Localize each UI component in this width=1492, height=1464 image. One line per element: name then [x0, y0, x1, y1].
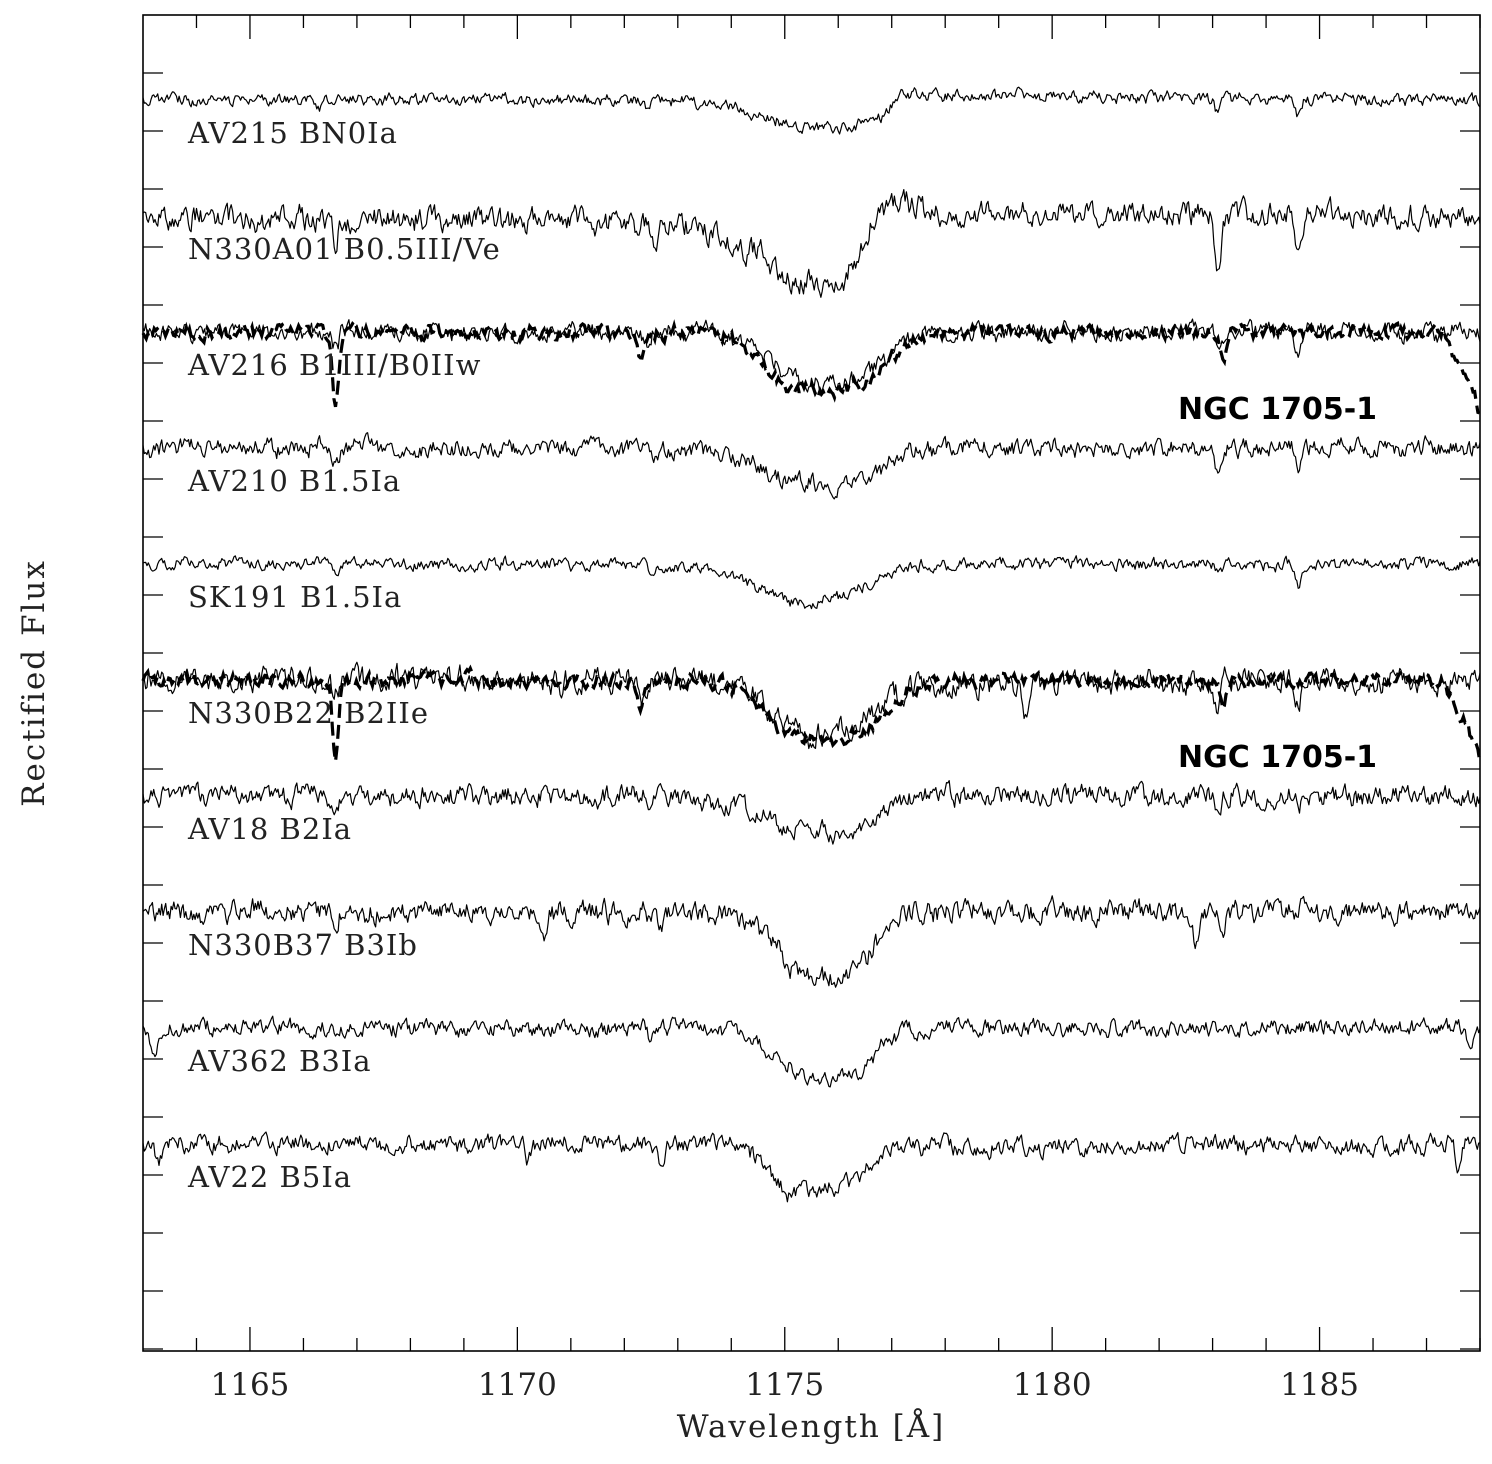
spectrum-line	[142, 86, 1481, 135]
x-axis-title: Wavelength [Å]	[677, 1407, 945, 1445]
y-axis-title: Rectified Flux	[16, 559, 52, 807]
spectra-lines	[142, 86, 1481, 1203]
spectrum-label: N330A01 B0.5III/Ve	[188, 232, 501, 266]
spectrum-line	[142, 555, 1481, 610]
spectrum-label: SK191 B1.5Ia	[188, 580, 402, 614]
spectrum-line	[142, 318, 1481, 397]
spectrum-line	[142, 189, 1481, 298]
spectrum-line	[142, 895, 1481, 988]
x-tick-labels: 1165 1170 1175 1180 1185	[211, 1367, 1360, 1403]
spectrum-label: AV215 BN0Ia	[187, 116, 398, 150]
ngc-spectrum-line	[141, 664, 1482, 762]
spectrum-line	[142, 1015, 1481, 1088]
axis-ticks	[143, 15, 1481, 1351]
spectrum-label: N330B37 B3Ib	[188, 928, 418, 962]
x-tick-label: 1180	[1013, 1367, 1092, 1403]
plot-frame	[142, 14, 1481, 1352]
spectrum-line	[142, 1131, 1481, 1203]
x-tick-label: 1175	[745, 1367, 824, 1403]
spectrum-label: AV210 B1.5Ia	[187, 464, 401, 498]
ngc-label: NGC 1705-1	[1178, 392, 1377, 427]
ngc-label: NGC 1705-1	[1178, 740, 1377, 775]
spectrum-label: AV216 B1III/B0IIw	[187, 348, 481, 382]
spectrum-label: N330B22 B2IIe	[188, 696, 429, 730]
spectrum-line	[142, 432, 1481, 500]
ngc-spectrum-line	[141, 317, 1480, 415]
spectrum-line	[142, 780, 1481, 845]
spectrum-labels: AV215 BN0Ia N330A01 B0.5III/Ve AV216 B1III…	[187, 116, 1377, 1194]
x-tick-label: 1170	[478, 1367, 557, 1403]
spectrum-label: AV22 B5Ia	[187, 1160, 352, 1194]
x-tick-label: 1185	[1280, 1367, 1359, 1403]
spectrum-label: AV362 B3Ia	[187, 1044, 372, 1078]
ngc-overlays	[141, 317, 1482, 762]
x-tick-label: 1165	[211, 1367, 290, 1403]
spectrum-label: AV18 B2Ia	[187, 812, 352, 846]
